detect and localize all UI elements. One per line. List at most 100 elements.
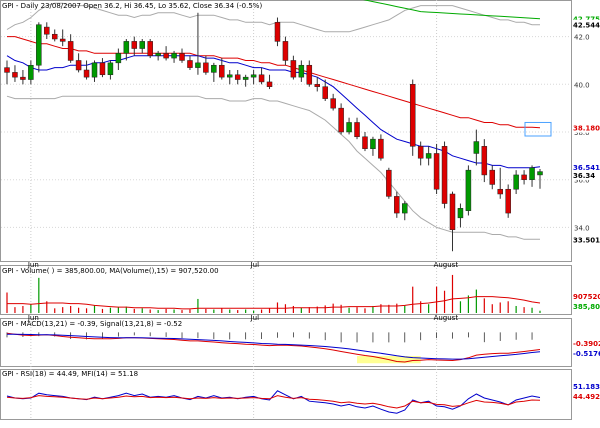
candle-body — [402, 203, 408, 214]
candle-body — [370, 138, 376, 149]
candle-body — [187, 60, 193, 68]
candle-body — [362, 136, 368, 149]
candle-body — [28, 64, 34, 80]
candle-body — [91, 62, 98, 78]
candle-body — [250, 74, 257, 78]
price-x-tick-label: Jul — [250, 261, 260, 269]
panel-frame — [0, 318, 572, 367]
candle-body — [425, 153, 432, 159]
candle-body — [226, 74, 233, 78]
macd-signal-line — [7, 333, 541, 360]
rsi-tag-bg — [572, 391, 600, 401]
candle-body — [219, 64, 225, 78]
price-title: GPI - Daily 23/08/2007 Open 36.2, Hi 36.… — [2, 2, 262, 10]
candle-body — [171, 53, 177, 59]
candle-body — [266, 81, 273, 87]
macd-line — [6, 332, 541, 363]
volume-x-tick-label: August — [434, 314, 459, 322]
price-tag-bg — [572, 234, 600, 245]
candle-body — [378, 138, 384, 159]
candle-body — [131, 41, 138, 49]
candle-body — [433, 153, 440, 190]
rsi-tag-label: 51.1838 — [573, 383, 600, 391]
candle-body — [465, 169, 472, 211]
candle-body — [163, 53, 169, 59]
candle-body — [290, 60, 297, 78]
candle-body — [123, 41, 130, 54]
rsi-tag-bg — [572, 381, 600, 391]
candle-body — [258, 74, 265, 83]
candle-body — [282, 41, 289, 61]
volume-tag-bg — [572, 291, 600, 301]
candle-body — [537, 171, 543, 176]
rsi-tag-label: 44.4929 — [573, 393, 600, 401]
volume-tag-bg — [572, 301, 600, 311]
candle-body — [346, 122, 352, 133]
candle-body — [44, 26, 50, 35]
price-tag-bg — [572, 13, 600, 24]
macd-tag-bg — [572, 338, 600, 348]
macd-tag-label: -0.51766 — [573, 350, 600, 358]
bollinger-lower-line — [6, 95, 540, 240]
candle-body — [274, 22, 281, 42]
candle-body — [449, 193, 456, 231]
price-x-tick-label: Jun — [27, 261, 39, 269]
price-y-tick-label: 34.0 — [574, 224, 590, 232]
candle-body — [394, 196, 400, 214]
candle-body — [497, 188, 503, 195]
candle-body — [51, 33, 58, 40]
volume-tag-label: 907520 — [573, 293, 600, 301]
price-tag-label: 33.5019 — [573, 236, 600, 244]
macd-title: GPI - MACD(13,21) = -0.39, Signal(13,21,… — [2, 320, 182, 328]
volume-tag-label: 385,800 — [573, 303, 600, 311]
price-y-tick-label: 40.0 — [574, 81, 590, 89]
price-tag-label: 38.1800 — [573, 125, 600, 133]
candle-body — [298, 64, 305, 78]
candle-body — [107, 62, 114, 76]
candle-body — [139, 41, 145, 49]
candle-body — [354, 122, 360, 138]
long-ma-line — [363, 0, 541, 20]
candle-body — [179, 53, 185, 61]
price-tag-bg — [572, 169, 600, 180]
candle-body — [59, 38, 66, 42]
candle-body — [457, 208, 464, 219]
candle-body — [155, 53, 161, 56]
candle-body — [242, 76, 249, 80]
candle-body — [115, 53, 122, 64]
rsi-title: GPI - RSI(18) = 44.49, MFI(14) = 51.18 — [2, 370, 138, 378]
mfi-line — [6, 390, 541, 414]
candle-body — [99, 62, 106, 76]
volume-x-tick-label: Jun — [27, 314, 39, 322]
panel-frame — [0, 0, 572, 262]
volume-ma-line — [7, 296, 541, 310]
highlight-box — [524, 121, 552, 137]
candle-body — [505, 188, 511, 214]
candle-body — [521, 174, 527, 180]
volume-title: GPI - Volume( ) = 385,800.00, MA(Volume(… — [2, 267, 219, 275]
candle-body — [513, 174, 519, 190]
candle-body — [36, 24, 42, 66]
price-tag-bg — [572, 19, 600, 30]
price-tag-label: 42.5441 — [573, 22, 600, 30]
candle-body — [306, 64, 313, 85]
price-tag-label: 36.34 — [573, 172, 595, 180]
rsi-line — [6, 395, 541, 409]
candle-body — [481, 146, 488, 176]
candle-body — [234, 74, 241, 80]
candle-body — [417, 146, 424, 159]
volume-x-tick-label: Jul — [250, 314, 260, 322]
candle-body — [195, 62, 201, 68]
candle-body — [83, 69, 90, 78]
price-y-tick-label: 38.0 — [574, 129, 590, 137]
candle-body — [330, 98, 336, 109]
price-y-tick-label: 42.0 — [574, 34, 590, 42]
candle-body — [386, 169, 392, 197]
candle-body — [489, 169, 496, 185]
macd-tag-bg — [572, 348, 600, 358]
candle-body — [4, 67, 10, 73]
candle-body — [12, 72, 18, 78]
candle-body — [147, 41, 153, 56]
